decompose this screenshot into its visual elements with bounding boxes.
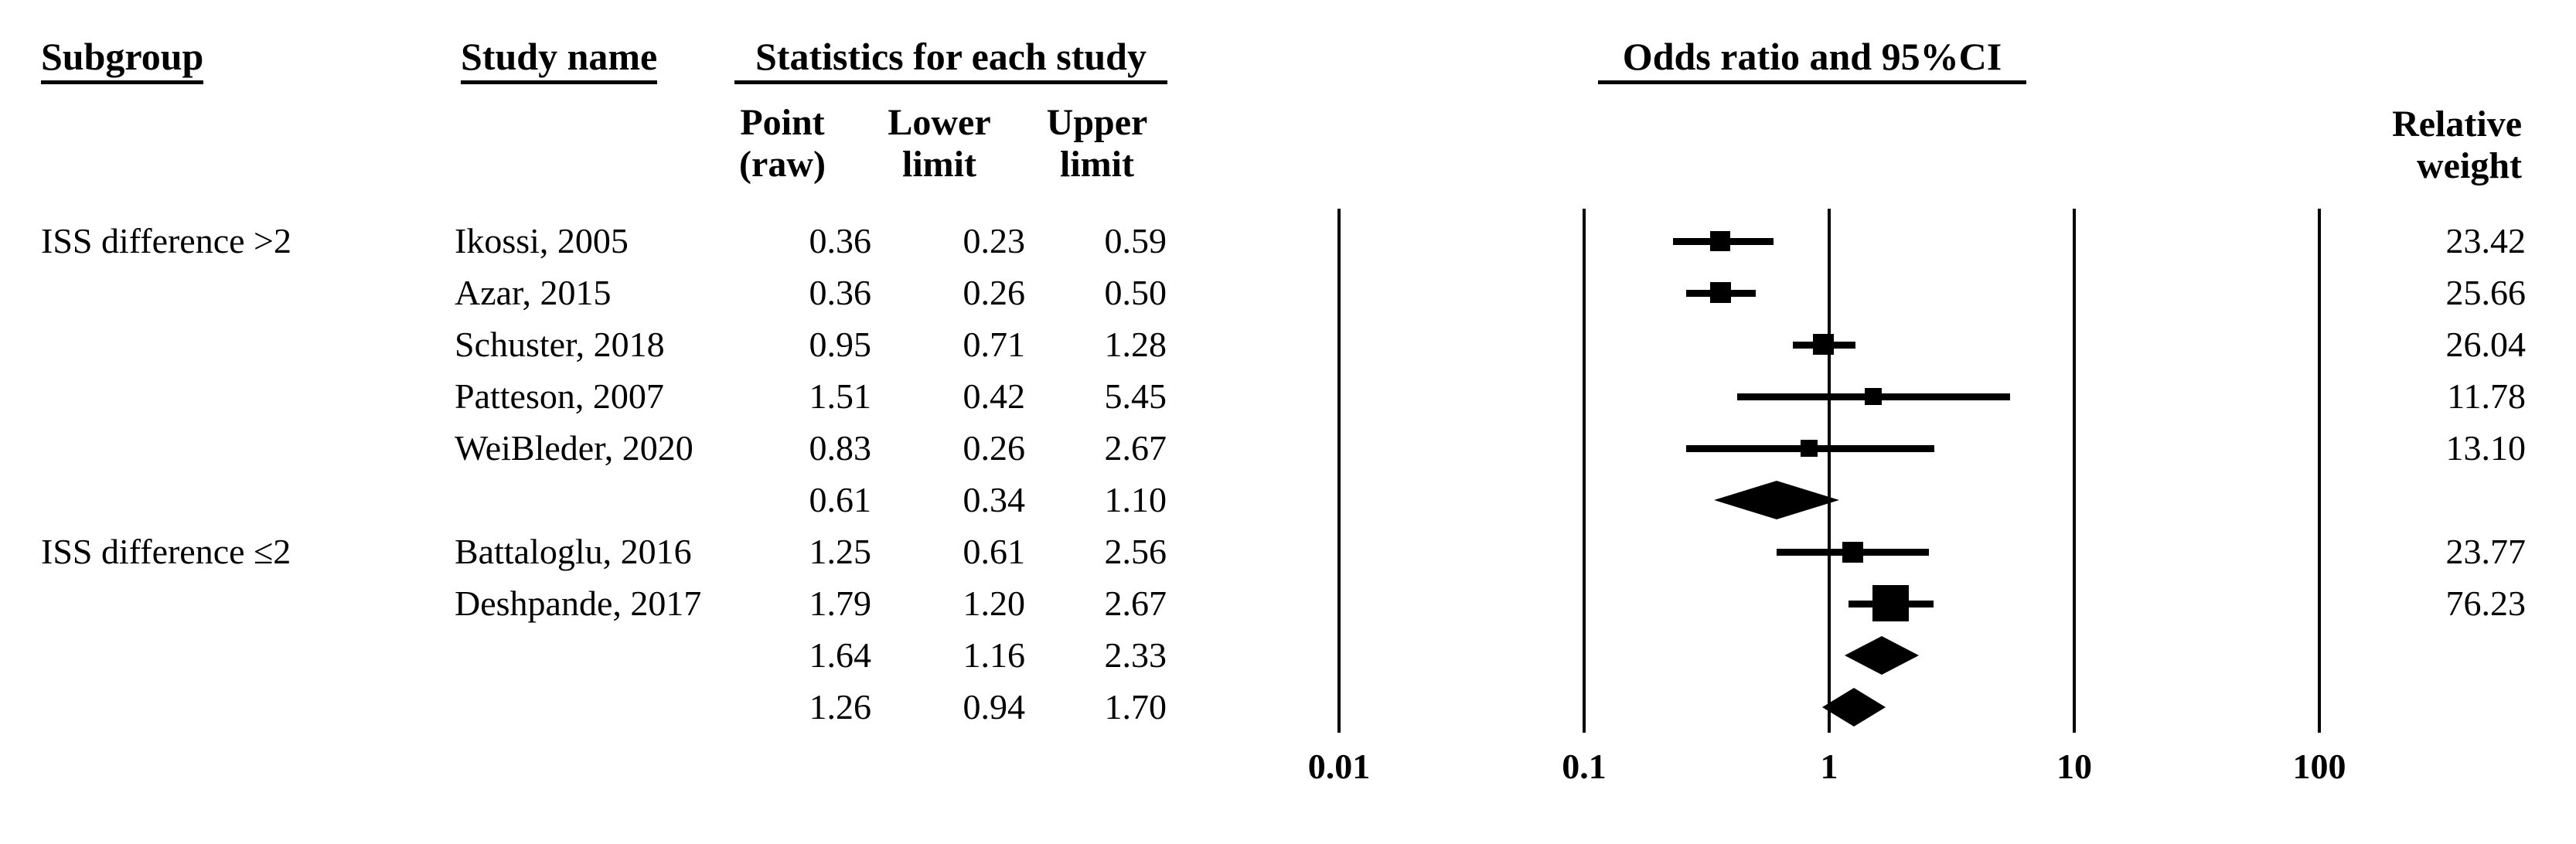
col-header-lower: Lower limit — [862, 102, 1017, 185]
col-header-statistics: Statistics for each study — [734, 36, 1167, 84]
point-estimate-value: 0.36 — [809, 221, 872, 260]
col-header-subgroup: Subgroup — [41, 36, 204, 84]
subgroup-summary-diamond — [1714, 481, 1839, 519]
col-header-upper-line1: Upper — [1046, 102, 1148, 143]
point-estimate-box — [1710, 231, 1730, 251]
lower-limit-value: 1.16 — [963, 635, 1026, 675]
relative-weight-value: 11.78 — [2447, 376, 2526, 416]
col-header-study-name: Study name — [461, 36, 658, 84]
point-estimate-box — [1801, 440, 1818, 457]
col-header-lower-line2: limit — [902, 144, 976, 185]
col-header-point-line1: Point — [740, 102, 825, 143]
point-estimate-box — [1872, 585, 1909, 621]
subgroup-label: ISS difference >2 — [41, 221, 291, 260]
upper-limit-value: 5.45 — [1104, 376, 1167, 416]
lower-limit-value: 0.26 — [963, 273, 1026, 312]
lower-limit-value: 0.42 — [963, 376, 1026, 416]
col-header-upper: Upper limit — [1020, 102, 1174, 185]
point-estimate-value: 1.79 — [809, 584, 872, 623]
col-header-relative-weight: Relative weight — [2329, 104, 2522, 187]
col-header-relative-line2: weight — [2417, 145, 2522, 186]
relative-weight-value: 13.10 — [2445, 428, 2527, 468]
lower-limit-value: 0.34 — [963, 480, 1026, 519]
col-header-lower-line1: Lower — [888, 102, 991, 143]
axis-tick-label: 100 — [2292, 747, 2346, 786]
study-name: Patteson, 2007 — [455, 376, 664, 416]
relative-weight-value: 23.77 — [2445, 532, 2527, 571]
col-header-relative-line1: Relative — [2392, 104, 2522, 145]
point-estimate-box — [1710, 282, 1731, 303]
study-name: Deshpande, 2017 — [455, 584, 702, 623]
gridline — [1583, 209, 1586, 733]
lower-limit-value: 0.26 — [963, 428, 1026, 468]
point-estimate-box — [1842, 542, 1863, 563]
lower-limit-value: 0.23 — [963, 221, 1026, 260]
upper-limit-value: 2.56 — [1104, 532, 1167, 571]
study-name: WeiBleder, 2020 — [455, 428, 693, 468]
col-header-upper-line2: limit — [1060, 144, 1134, 185]
col-header-point: Point (raw) — [705, 102, 860, 185]
subgroup-label: ISS difference ≤2 — [41, 532, 291, 571]
point-estimate-value: 1.25 — [809, 532, 872, 571]
point-estimate-value: 0.61 — [809, 480, 872, 519]
relative-weight-value: 25.66 — [2445, 273, 2527, 312]
gridline — [1337, 209, 1341, 733]
gridline — [2073, 209, 2076, 733]
lower-limit-value: 0.71 — [963, 325, 1026, 364]
study-name: Azar, 2015 — [455, 273, 612, 312]
gridline — [1828, 209, 1831, 733]
study-name: Ikossi, 2005 — [455, 221, 629, 260]
upper-limit-value: 0.59 — [1104, 221, 1167, 260]
upper-limit-value: 1.28 — [1104, 325, 1167, 364]
axis-tick-label: 10 — [2056, 747, 2092, 786]
point-estimate-value: 1.26 — [809, 687, 872, 727]
study-name: Schuster, 2018 — [455, 325, 665, 364]
upper-limit-value: 2.33 — [1104, 635, 1167, 675]
subgroup-summary-diamond — [1845, 636, 1919, 675]
plot-title-odds-ratio: Odds ratio and 95%CI — [1598, 36, 2026, 84]
relative-weight-value: 76.23 — [2445, 584, 2527, 623]
upper-limit-value: 1.10 — [1104, 480, 1167, 519]
upper-limit-value: 1.70 — [1104, 687, 1167, 727]
point-estimate-value: 1.64 — [809, 635, 872, 675]
lower-limit-value: 0.94 — [963, 687, 1026, 727]
relative-weight-value: 26.04 — [2445, 325, 2527, 364]
overall-summary-diamond — [1822, 688, 1886, 727]
lower-limit-value: 0.61 — [963, 532, 1026, 571]
point-estimate-box — [1813, 334, 1834, 355]
point-estimate-value: 0.95 — [809, 325, 872, 364]
point-estimate-value: 0.83 — [809, 428, 872, 468]
point-estimate-box — [1865, 388, 1882, 405]
upper-limit-value: 2.67 — [1104, 584, 1167, 623]
relative-weight-value: 23.42 — [2445, 221, 2527, 260]
axis-tick-label: 0.01 — [1307, 747, 1371, 786]
gridline — [2318, 209, 2321, 733]
point-estimate-value: 0.36 — [809, 273, 872, 312]
point-estimate-value: 1.51 — [809, 376, 872, 416]
upper-limit-value: 0.50 — [1104, 273, 1167, 312]
axis-tick-label: 0.1 — [1562, 747, 1607, 786]
upper-limit-value: 2.67 — [1104, 428, 1167, 468]
study-name: Battaloglu, 2016 — [455, 532, 692, 571]
col-header-point-line2: (raw) — [739, 144, 826, 185]
axis-tick-label: 1 — [1820, 747, 1838, 786]
lower-limit-value: 1.20 — [963, 584, 1026, 623]
